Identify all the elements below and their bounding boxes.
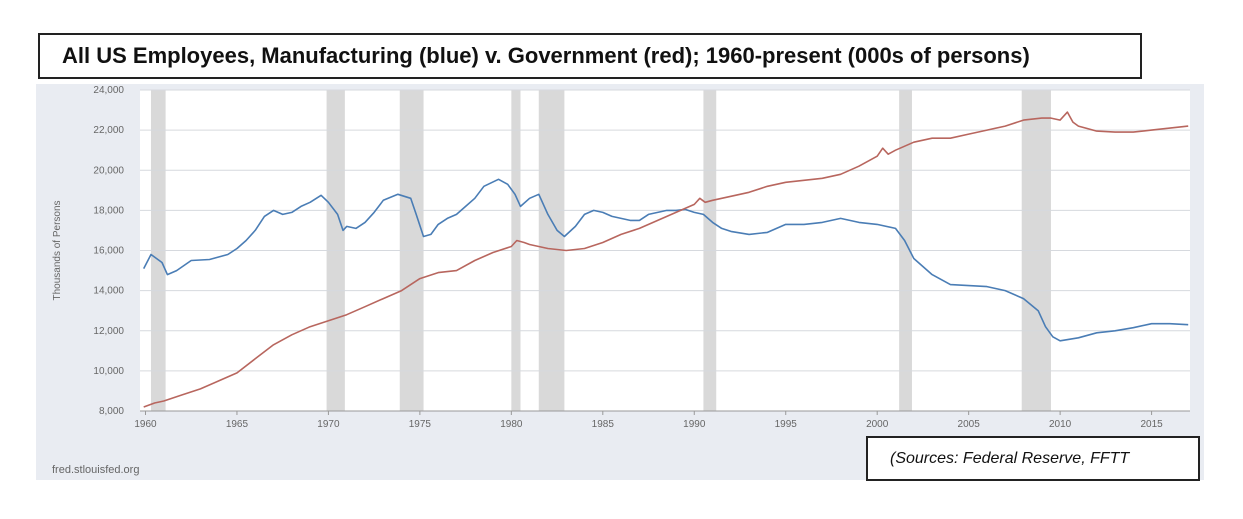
x-tick-label: 2015	[1140, 419, 1163, 430]
y-tick-label: 10,000	[93, 366, 124, 377]
x-tick-label: 1975	[409, 419, 432, 430]
y-tick-label: 22,000	[93, 125, 124, 136]
y-tick-label: 14,000	[93, 286, 124, 297]
y-tick-label: 16,000	[93, 246, 124, 257]
x-tick-label: 1960	[134, 419, 157, 430]
series-line-manufacturing	[142, 178, 1189, 342]
chart-title: All US Employees, Manufacturing (blue) v…	[38, 33, 1142, 79]
x-tick-label: 1965	[226, 419, 249, 430]
x-tick-label: 1970	[317, 419, 340, 430]
y-tick-label: 8,000	[99, 406, 124, 417]
y-axis-ticks: 8,000 10,000 12,000 14,000 16,000 18,000 20,00…	[93, 85, 124, 417]
x-tick-label: 1980	[500, 419, 523, 430]
x-tick-label: 2005	[958, 419, 981, 430]
series-line-government	[143, 111, 1189, 408]
x-tick-label: 2000	[866, 419, 889, 430]
y-tick-label: 12,000	[93, 326, 124, 337]
x-tick-label: 1985	[592, 419, 615, 430]
x-tick-label: 2010	[1049, 419, 1072, 430]
x-axis-ticks: 1960 1965 1970 1975 1980 1985 1990 1995 2000 2005…	[134, 410, 1190, 430]
source-note: (Sources: Federal Reserve, FFTT	[866, 436, 1200, 481]
credit-text: fred.stlouisfed.org	[52, 464, 140, 476]
y-axis-label: Thousands of Persons	[52, 200, 63, 300]
y-tick-label: 20,000	[93, 165, 124, 176]
y-tick-label: 18,000	[93, 205, 124, 216]
x-tick-label: 1995	[775, 419, 798, 430]
x-tick-label: 1990	[683, 419, 706, 430]
y-tick-label: 24,000	[93, 85, 124, 96]
series-lines	[142, 111, 1189, 408]
